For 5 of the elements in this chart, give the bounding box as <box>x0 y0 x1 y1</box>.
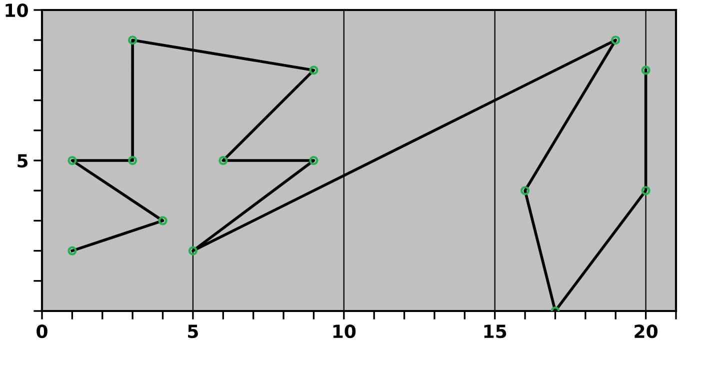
x-tick-label: 15 <box>484 324 506 338</box>
x-tick-label: 10 <box>333 324 356 338</box>
x-tick-label: 20 <box>634 324 658 338</box>
x-tick-label: 5 <box>188 324 198 338</box>
x-tick-label: 0 <box>36 324 48 338</box>
